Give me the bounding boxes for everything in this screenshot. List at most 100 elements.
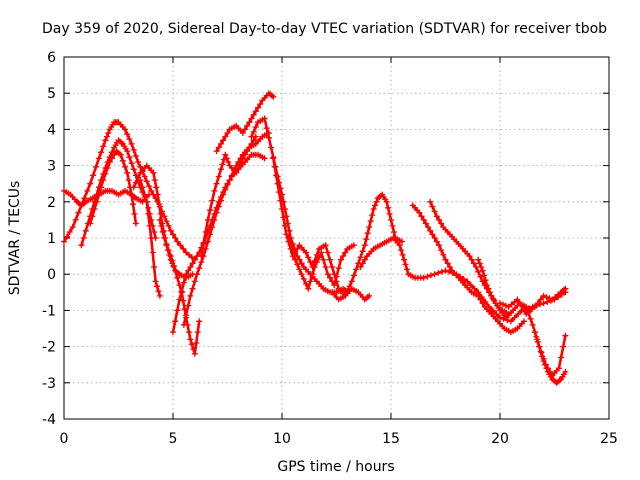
data-point <box>429 203 436 210</box>
data-point <box>89 213 96 220</box>
series-line <box>215 91 275 153</box>
data-point <box>459 279 466 286</box>
data-point <box>492 315 499 322</box>
data-point <box>540 358 547 365</box>
data-point <box>223 155 230 162</box>
data-point <box>239 155 246 162</box>
data-point <box>231 167 237 174</box>
x-axis-label: GPS time / hours <box>277 459 394 475</box>
data-point <box>287 242 294 249</box>
data-point <box>353 266 360 273</box>
data-point <box>98 184 105 191</box>
data-point <box>224 130 231 136</box>
data-point <box>189 260 196 267</box>
data-point <box>335 265 342 272</box>
data-point <box>481 272 487 279</box>
data-point <box>333 273 340 280</box>
data-point <box>285 235 292 241</box>
data-point <box>497 314 503 321</box>
x-tick-label: 15 <box>382 431 400 447</box>
data-point <box>224 181 231 188</box>
data-point <box>273 172 280 179</box>
data-point <box>237 160 244 167</box>
data-point <box>466 286 473 293</box>
y-tick-label: 0 <box>47 267 56 283</box>
data-point <box>122 145 129 152</box>
data-point <box>475 268 482 275</box>
data-point <box>417 274 424 281</box>
data-point <box>170 231 176 238</box>
x-tick-label: 0 <box>60 431 69 447</box>
data-point <box>196 318 203 325</box>
data-point <box>464 278 471 285</box>
data-point <box>422 220 429 227</box>
data-point <box>389 222 396 229</box>
data-point <box>145 210 152 217</box>
data-point <box>187 292 194 299</box>
data-point <box>80 235 87 241</box>
data-point <box>361 256 368 263</box>
data-point <box>277 197 284 204</box>
data-point <box>518 320 525 327</box>
data-point <box>174 238 181 245</box>
data-point <box>194 329 201 336</box>
data-point <box>468 256 475 263</box>
y-tick-label: 4 <box>47 122 56 138</box>
data-point <box>429 231 436 238</box>
data-point <box>438 247 445 254</box>
data-point <box>311 276 318 282</box>
data-point <box>78 242 85 249</box>
data-point <box>482 277 489 284</box>
data-point <box>178 288 185 295</box>
data-point <box>237 127 244 134</box>
data-point <box>189 285 196 292</box>
data-point <box>457 243 464 250</box>
data-point <box>502 302 509 309</box>
x-tick-label: 20 <box>491 431 509 447</box>
data-point <box>226 177 233 184</box>
data-point <box>385 204 392 211</box>
series-arc-14 <box>285 235 357 292</box>
data-point <box>154 283 160 290</box>
data-point <box>479 300 486 307</box>
data-point <box>560 371 567 378</box>
data-point <box>185 302 192 309</box>
data-point <box>100 143 107 150</box>
data-point <box>193 340 200 346</box>
data-point <box>478 264 485 270</box>
series-arc-20 <box>497 285 569 317</box>
data-point <box>225 159 232 165</box>
data-point <box>280 214 287 221</box>
data-point <box>93 163 99 170</box>
data-point <box>431 235 438 241</box>
data-point <box>78 202 85 209</box>
data-point <box>241 151 248 158</box>
data-point <box>215 144 222 151</box>
data-point <box>244 122 251 129</box>
data-point <box>151 264 158 270</box>
data-point <box>531 329 538 336</box>
data-point <box>250 128 257 135</box>
data-point <box>433 213 440 220</box>
data-point <box>357 254 364 261</box>
data-point <box>194 271 200 278</box>
data-point <box>248 133 255 140</box>
data-point <box>218 197 224 204</box>
data-point <box>369 212 376 219</box>
data-point <box>283 231 290 238</box>
data-point <box>118 139 125 146</box>
data-point <box>542 361 549 368</box>
data-point <box>220 137 227 144</box>
data-point <box>486 289 493 296</box>
data-point <box>536 343 543 350</box>
data-point <box>537 296 544 303</box>
y-tick-labels: -4 -3 -2 -1 0 1 2 3 4 5 6 <box>42 50 56 428</box>
data-point <box>540 292 547 299</box>
data-point <box>265 134 272 141</box>
series-arc-2 <box>61 119 198 263</box>
data-point <box>143 178 150 185</box>
y-tick-label: -1 <box>42 303 56 319</box>
data-point <box>318 249 325 256</box>
data-point <box>180 245 187 252</box>
data-point <box>104 165 111 171</box>
